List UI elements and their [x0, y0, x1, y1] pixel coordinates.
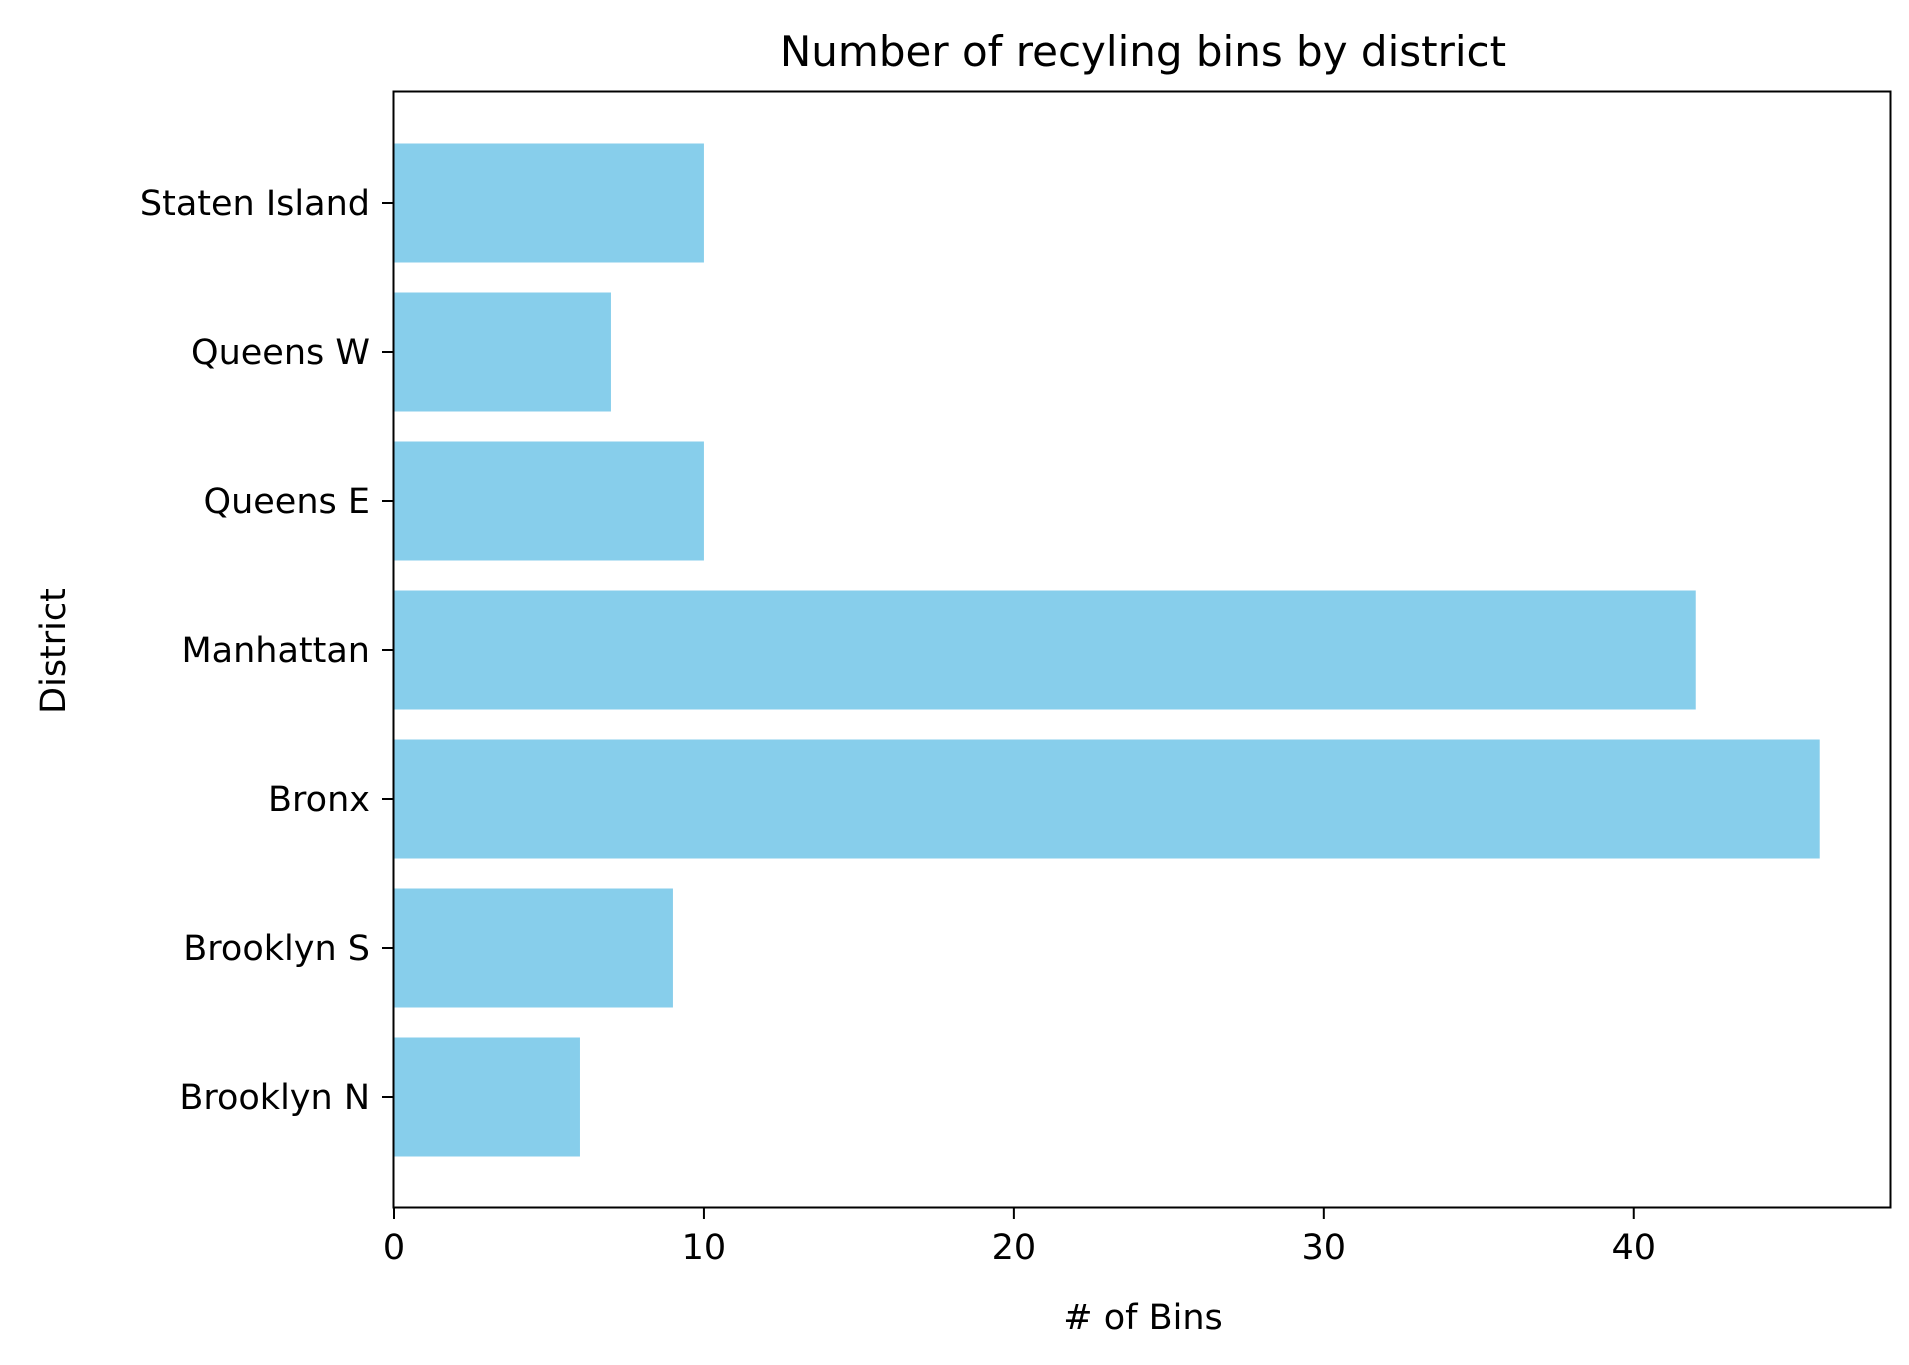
y-tick-label: Staten Island [140, 184, 370, 224]
chart-title: Number of recyling bins by district [780, 27, 1506, 76]
x-tick-label: 40 [1611, 1228, 1656, 1268]
x-tick-label: 20 [992, 1228, 1037, 1268]
plot-area-frame [392, 90, 1892, 1209]
y-axis-label: District [34, 588, 74, 714]
y-tick-label: Bronx [268, 780, 370, 820]
bar-bronx [394, 739, 1820, 859]
y-tick-label: Queens W [191, 333, 370, 373]
bar-brooklyn-n [394, 1037, 580, 1157]
bar-queens-e [394, 441, 704, 561]
bar-staten-island [394, 143, 704, 263]
y-tick-label: Queens E [204, 482, 370, 522]
y-tick-label: Manhattan [181, 631, 370, 671]
bars-group [394, 143, 1820, 1157]
bar-brooklyn-s [394, 888, 673, 1008]
x-axis-label: # of Bins [1063, 1298, 1222, 1338]
y-tick-label: Brooklyn S [183, 929, 370, 969]
x-axis-ticks: 0 10 20 30 40 [383, 1207, 1656, 1268]
x-tick-label: 0 [383, 1228, 405, 1268]
x-tick-label: 30 [1302, 1228, 1347, 1268]
y-tick-label: Brooklyn N [179, 1078, 370, 1118]
bar-queens-w [394, 292, 611, 412]
bar-manhattan [394, 590, 1696, 710]
x-tick-label: 10 [682, 1228, 727, 1268]
y-axis-ticks: Brooklyn N Brooklyn S Bronx Manhattan Queens… [140, 184, 394, 1118]
